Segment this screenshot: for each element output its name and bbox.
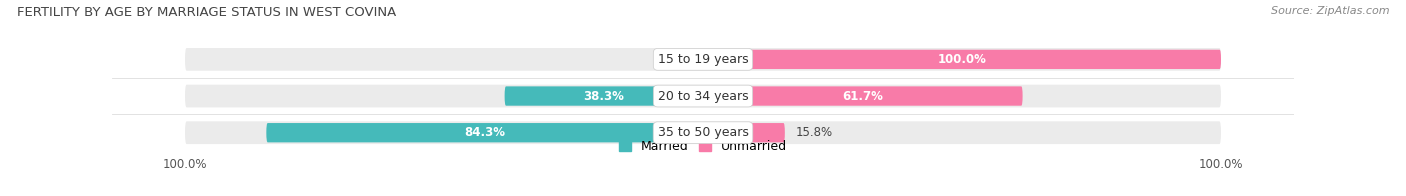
FancyBboxPatch shape bbox=[186, 85, 1220, 107]
Text: 35 to 50 years: 35 to 50 years bbox=[658, 126, 748, 139]
FancyBboxPatch shape bbox=[703, 86, 1022, 106]
Text: 38.3%: 38.3% bbox=[583, 90, 624, 103]
FancyBboxPatch shape bbox=[186, 121, 1220, 144]
FancyBboxPatch shape bbox=[186, 48, 1220, 71]
Text: Source: ZipAtlas.com: Source: ZipAtlas.com bbox=[1271, 6, 1389, 16]
FancyBboxPatch shape bbox=[703, 123, 785, 142]
FancyBboxPatch shape bbox=[266, 123, 703, 142]
Text: 20 to 34 years: 20 to 34 years bbox=[658, 90, 748, 103]
Text: 15 to 19 years: 15 to 19 years bbox=[658, 53, 748, 66]
Legend: Married, Unmarried: Married, Unmarried bbox=[616, 138, 790, 156]
Text: 15.8%: 15.8% bbox=[796, 126, 832, 139]
Text: FERTILITY BY AGE BY MARRIAGE STATUS IN WEST COVINA: FERTILITY BY AGE BY MARRIAGE STATUS IN W… bbox=[17, 6, 396, 19]
Text: 100.0%: 100.0% bbox=[938, 53, 987, 66]
Text: 0.0%: 0.0% bbox=[664, 53, 693, 66]
Text: 61.7%: 61.7% bbox=[842, 90, 883, 103]
FancyBboxPatch shape bbox=[703, 50, 1220, 69]
FancyBboxPatch shape bbox=[505, 86, 703, 106]
Text: 84.3%: 84.3% bbox=[464, 126, 505, 139]
